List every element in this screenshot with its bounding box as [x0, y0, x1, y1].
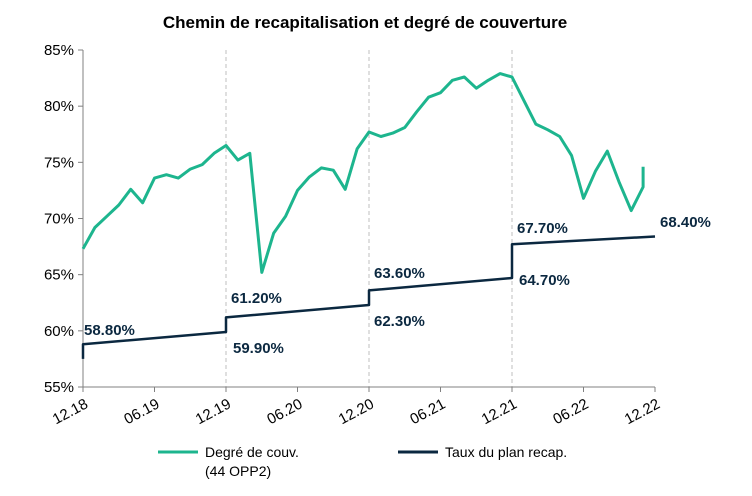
y-tick-label: 85%	[44, 42, 74, 59]
x-tick-label: 12.20	[336, 396, 377, 429]
y-tick-labels: 55% 60% 65% 70% 75% 80% 85%	[44, 42, 74, 396]
data-label: 63.60%	[374, 265, 425, 282]
legend-label-recap-plan: Taux du plan recap.	[445, 444, 567, 460]
y-tick-label: 55%	[44, 379, 74, 396]
legend-label-coverage-sub: (44 OPP2)	[205, 463, 271, 479]
x-tick-label: 06.19	[121, 396, 162, 429]
y-tick-label: 80%	[44, 98, 74, 115]
y-tick-label: 75%	[44, 154, 74, 171]
series-lines	[81, 72, 656, 359]
series-line-recap-plan	[81, 235, 656, 359]
x-tick-labels: 12.18 06.19 12.19 06.20 12.20 06.21 12.21 06.22…	[50, 396, 663, 429]
series-line-coverage	[81, 72, 645, 274]
data-labels: 58.80% 61.20% 59.90% 63.60% 62.30% 67.70% 64.7…	[84, 214, 711, 357]
data-label: 64.70%	[519, 272, 570, 289]
data-label: 68.40%	[660, 214, 711, 231]
data-label: 58.80%	[84, 322, 135, 339]
gridlines	[225, 50, 513, 387]
x-tick-label: 06.22	[550, 396, 591, 429]
axes	[78, 49, 656, 392]
x-tick-label: 12.19	[193, 396, 234, 429]
x-tick-label: 06.21	[407, 396, 448, 429]
x-tick-label: 12.21	[479, 396, 520, 429]
data-label: 62.30%	[374, 313, 425, 330]
x-tick-label: 12.18	[50, 396, 91, 429]
y-tick-label: 70%	[44, 211, 74, 228]
y-tick-label: 65%	[44, 267, 74, 284]
legend-label-coverage: Degré de couv.	[205, 444, 299, 460]
chart-title: Chemin de recapitalisation et degré de c…	[163, 13, 567, 32]
x-tick-label: 12.22	[622, 396, 663, 429]
data-label: 59.90%	[233, 340, 284, 357]
x-tick-label: 06.20	[264, 396, 305, 429]
legend: Degré de couv. (44 OPP2) Taux du plan re…	[158, 444, 567, 479]
y-tick-label: 60%	[44, 323, 74, 340]
data-label: 61.20%	[231, 290, 282, 307]
data-label: 67.70%	[517, 220, 568, 237]
